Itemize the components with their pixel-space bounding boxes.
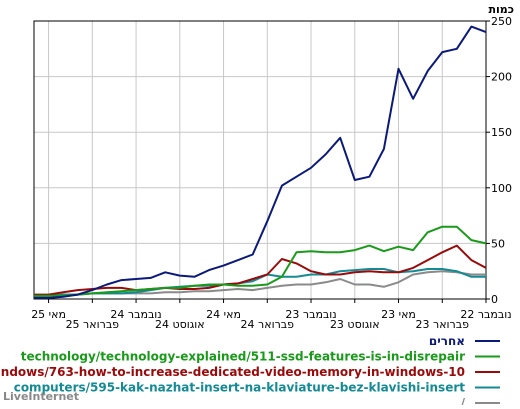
y-tick-label: 50 [491,237,505,250]
x-tick-label: נובמבר 22 [460,308,511,321]
grid [34,21,487,299]
x-tick-label: מאי 25 [31,308,66,321]
x-tick-label: נובמבר 24 [110,308,161,321]
y-tick-label: 250 [491,15,512,28]
x-tick-label: אוגוסט 24 [155,318,205,331]
legend-label[interactable]: s/windows/763-how-to-increase-dedicated-… [0,365,465,379]
legend-label[interactable]: computers/595-kak-nazhat-insert-na-klavi… [14,381,466,395]
x-tick-label: פברואר 24 [241,318,295,331]
y-tick-label: 0 [491,293,498,306]
y-axis: 0 50 100 150 200 250 [486,15,512,306]
liveinternet-credit[interactable]: LiveInternet [3,390,79,403]
series-line [34,244,487,296]
y-tick-label: 150 [491,126,512,139]
legend-label[interactable]: / [461,396,466,409]
y-axis-label: כמות [489,3,514,16]
plot-frame [33,20,487,300]
y-tick-label: 200 [491,71,512,84]
series-line [34,25,487,299]
legend: אחרים technology/technology-explained/511… [0,334,500,409]
x-tick-label: אוגוסט 23 [330,318,380,331]
series-line [34,225,487,297]
x-tick-label: נובמבר 23 [285,308,336,321]
series-lines [34,25,487,299]
x-tick-label: מאי 23 [381,308,416,321]
series-line [34,268,486,297]
legend-label[interactable]: אחרים [429,334,465,348]
legend-label[interactable]: technology/technology-explained/511-ssd-… [21,350,465,364]
x-tick-label: מאי 24 [206,308,241,321]
x-tick-label: פברואר 25 [66,318,120,331]
y-tick-label: 100 [491,182,512,195]
x-tick-label: פברואר 23 [416,318,470,331]
